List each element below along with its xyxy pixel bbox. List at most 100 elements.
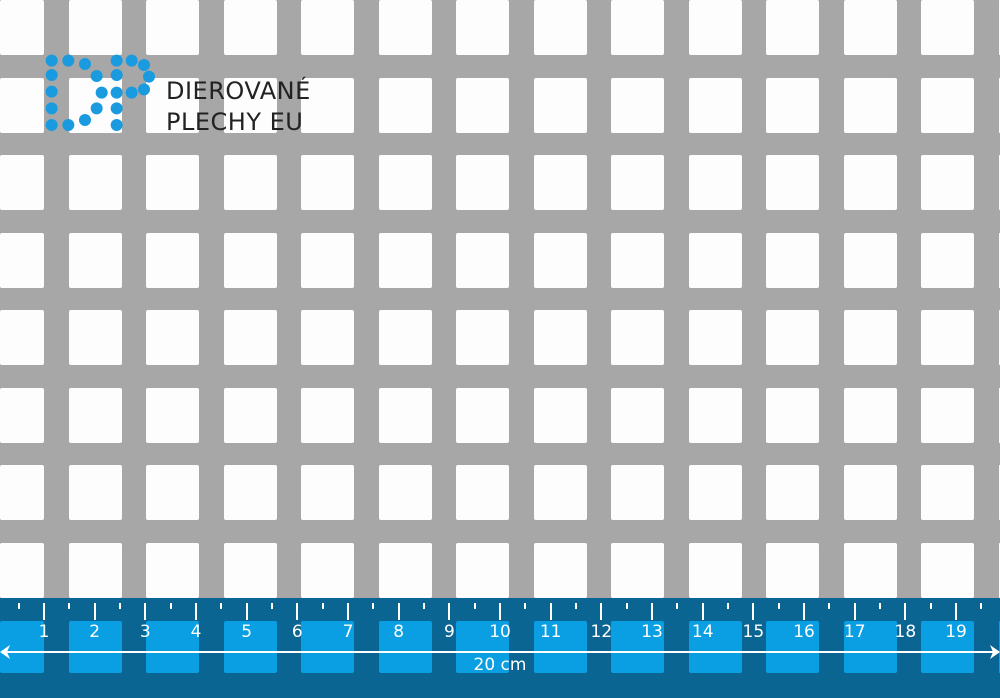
logo-dot xyxy=(45,54,58,67)
square-hole xyxy=(688,155,742,210)
ruler-label: 11 xyxy=(539,622,562,642)
square-hole xyxy=(456,542,509,598)
logo-dot xyxy=(62,54,75,67)
square-hole xyxy=(301,310,354,365)
minor-tick xyxy=(68,603,71,609)
square-hole xyxy=(843,0,897,55)
square-hole xyxy=(301,542,354,598)
logo-dot xyxy=(45,102,58,115)
square-hole xyxy=(611,0,664,55)
major-tick xyxy=(195,603,197,620)
ruler-label: 15 xyxy=(742,622,765,642)
square-hole xyxy=(611,387,664,443)
square-hole xyxy=(146,387,199,443)
square-hole xyxy=(766,310,819,365)
ruler-hole xyxy=(378,621,432,673)
square-hole xyxy=(766,155,819,210)
square-hole xyxy=(611,465,664,520)
square-hole xyxy=(223,0,277,55)
square-hole xyxy=(921,310,974,365)
square-hole xyxy=(533,310,587,365)
square-hole xyxy=(533,387,587,443)
square-hole xyxy=(688,465,742,520)
square-hole xyxy=(688,232,742,288)
square-hole xyxy=(533,465,587,520)
minor-tick xyxy=(625,603,628,609)
major-tick xyxy=(448,603,451,620)
ruler-label: 12 xyxy=(590,622,613,642)
logo-text-line2: PLECHY EU xyxy=(166,108,304,136)
ruler-label: 6 xyxy=(291,622,303,642)
minor-tick xyxy=(929,603,932,609)
square-hole xyxy=(0,0,44,55)
square-hole xyxy=(843,387,897,443)
logo-dot xyxy=(90,102,103,115)
square-hole xyxy=(0,155,44,210)
square-hole xyxy=(843,542,897,598)
ruler-hole xyxy=(843,621,897,673)
square-hole xyxy=(223,77,277,133)
minor-tick xyxy=(777,603,780,609)
square-hole xyxy=(223,387,277,443)
square-hole xyxy=(68,310,122,365)
square-hole xyxy=(146,310,199,365)
logo-dot xyxy=(90,70,103,82)
square-hole xyxy=(456,77,509,133)
square-hole xyxy=(456,232,509,288)
ruler-label: 1 xyxy=(38,622,50,642)
ruler-label: 17 xyxy=(843,622,866,642)
major-tick xyxy=(347,603,350,620)
logo-dot xyxy=(45,119,58,131)
ruler-hole xyxy=(533,621,587,673)
minor-tick xyxy=(676,603,679,609)
square-hole xyxy=(766,0,819,55)
ruler-label: 10 xyxy=(489,622,511,642)
major-tick xyxy=(853,603,856,620)
major-tick xyxy=(651,603,654,620)
square-hole xyxy=(378,387,432,443)
ruler-label: 16 xyxy=(793,622,815,642)
square-hole xyxy=(533,77,587,133)
square-hole xyxy=(68,0,122,55)
ruler-label: 14 xyxy=(691,622,714,642)
square-hole xyxy=(843,77,897,133)
major-tick xyxy=(752,603,755,620)
square-hole xyxy=(766,77,819,133)
minor-tick xyxy=(271,603,273,609)
square-hole xyxy=(843,232,897,288)
ruler-label: 9 xyxy=(443,622,455,642)
square-hole xyxy=(146,542,199,598)
square-hole xyxy=(843,155,897,210)
logo-dot xyxy=(110,119,123,131)
length-label: 20 cm xyxy=(473,655,527,675)
logo-dot xyxy=(110,69,123,81)
square-hole xyxy=(611,77,664,133)
minor-tick xyxy=(828,603,831,609)
logo-dot xyxy=(95,86,108,99)
square-hole xyxy=(998,0,1000,55)
length-arrow xyxy=(0,645,1000,659)
square-hole xyxy=(456,387,509,443)
square-hole xyxy=(378,465,432,520)
square-hole xyxy=(146,155,199,210)
square-hole xyxy=(921,465,974,520)
ruler-label: 4 xyxy=(190,622,202,642)
square-hole xyxy=(688,77,742,133)
square-hole xyxy=(843,310,897,365)
square-hole xyxy=(456,465,509,520)
minor-tick xyxy=(879,603,882,609)
logo-dot xyxy=(125,86,138,99)
square-hole xyxy=(688,310,742,365)
scale-ruler: 20 cm 1 2 3 4 5 6 7 8 9 10 11 12 13 14 15 16 17 18 19 xyxy=(0,598,1000,698)
logo-icon xyxy=(45,54,155,131)
logo-dot xyxy=(138,83,150,96)
ruler-hole xyxy=(456,621,509,673)
minor-tick xyxy=(372,603,375,609)
square-hole xyxy=(146,232,199,288)
minor-tick xyxy=(119,603,121,609)
major-tick xyxy=(144,603,147,620)
ruler-label: 19 xyxy=(945,622,967,642)
square-hole xyxy=(998,310,1000,365)
square-hole xyxy=(921,0,974,55)
square-hole xyxy=(921,155,974,210)
